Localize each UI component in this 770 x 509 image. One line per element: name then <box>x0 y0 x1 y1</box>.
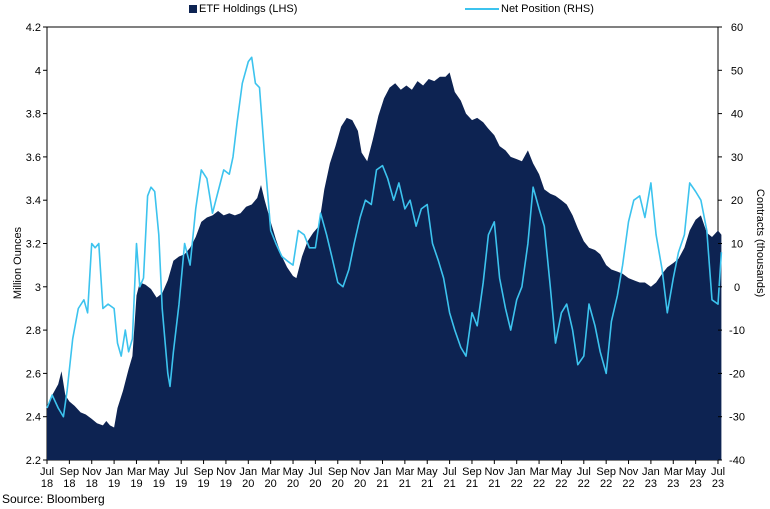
x-axis-tick-label: Jan 20 <box>239 466 257 490</box>
x-axis-tick-label: Sep 21 <box>462 466 482 490</box>
x-axis-tick-label: Jul 21 <box>443 466 457 490</box>
right-axis-tick-label: 60 <box>731 22 743 34</box>
x-axis-tick-label: Nov 22 <box>619 466 639 490</box>
x-axis-tick-label: Jan 23 <box>642 466 660 490</box>
x-axis-tick-label: Nov 19 <box>216 466 236 490</box>
x-axis-tick-label: Mar 21 <box>395 466 414 490</box>
left-axis: 2.2 2.4 2.6 2.8 3 3.2 3.4 3.6 3.8 4 4.2 <box>26 22 47 467</box>
left-axis-tick-label: 3.8 <box>26 109 41 121</box>
x-axis-tick-label: May 22 <box>551 466 572 490</box>
x-axis-tick-label: Jan 19 <box>105 466 123 490</box>
right-axis-tick-label: 10 <box>731 239 743 251</box>
x-axis-tick-label: Sep 19 <box>194 466 214 490</box>
right-axis-tick-label: -40 <box>729 455 745 467</box>
right-axis-tick-label: 20 <box>731 195 743 207</box>
etf-holdings-swatch <box>189 5 197 13</box>
left-axis-tick-label: 4.2 <box>26 22 41 34</box>
source-note: Source: Bloomberg <box>2 492 105 506</box>
right-axis-tick-label: -30 <box>729 412 745 424</box>
x-axis-tick-label: Mar 20 <box>261 466 280 490</box>
left-axis-tick-label: 2.6 <box>26 368 41 380</box>
x-axis-tick-label: Nov 18 <box>82 466 102 490</box>
x-axis-tick-label: Mar 22 <box>530 466 549 490</box>
right-axis-tick-label: -20 <box>729 368 745 380</box>
left-axis-tick-label: 3 <box>35 282 41 294</box>
right-axis-tick-label: 40 <box>731 109 743 121</box>
etf-holdings-area <box>47 72 722 460</box>
x-axis-tick-label: Sep 22 <box>596 466 616 490</box>
left-axis-tick-label: 2.4 <box>26 412 41 424</box>
x-axis-tick-label: Jan 22 <box>508 466 526 490</box>
right-axis-tick-label: 50 <box>731 65 743 77</box>
right-axis-tick-label: -10 <box>729 325 745 337</box>
x-axis-tick-label: Jan 21 <box>374 466 392 490</box>
net-position-line <box>46 56 723 418</box>
x-axis-tick-label: Nov 20 <box>350 466 370 490</box>
x-axis-tick-label: Mar 23 <box>664 466 683 490</box>
x-axis-tick-label: Jul 22 <box>577 466 591 490</box>
x-axis-tick-label: May 23 <box>685 466 706 490</box>
legend-label-net-position: Net Position (RHS) <box>501 3 594 15</box>
x-axis-tick-label: Sep 20 <box>328 466 348 490</box>
x-axis-tick-label: Nov 21 <box>485 466 505 490</box>
right-axis-title: Contracts (thousands) <box>754 188 766 298</box>
x-axis-tick-label: May 21 <box>417 466 438 490</box>
etf-holdings-area-layer <box>47 72 722 460</box>
legend-item-etf-holdings: ETF Holdings (LHS) <box>189 3 297 15</box>
x-axis-tick-label: Sep 18 <box>60 466 80 490</box>
left-axis-tick-label: 4 <box>35 65 41 77</box>
x-axis-tick-label: Jul 18 <box>40 466 54 490</box>
legend-item-net-position: Net Position (RHS) <box>465 3 594 15</box>
net-position-line-layer <box>46 56 723 418</box>
left-axis-tick-label: 3.2 <box>26 239 41 251</box>
x-axis-tick-label: May 19 <box>148 466 169 490</box>
right-axis-tick-label: 0 <box>734 282 740 294</box>
x-axis-tick-label: May 20 <box>283 466 304 490</box>
left-axis-tick-label: 3.6 <box>26 152 41 164</box>
right-axis-tick-label: 30 <box>731 152 743 164</box>
right-axis: -40 -30 -20 -10 0 10 20 30 40 50 60 <box>718 22 745 467</box>
x-axis-tick-label: Jul 19 <box>174 466 188 490</box>
legend-label-etf-holdings: ETF Holdings (LHS) <box>199 3 298 15</box>
left-axis-tick-label: 3.4 <box>26 195 41 207</box>
left-axis-tick-label: 2.2 <box>26 455 41 467</box>
left-axis-tick-label: 2.8 <box>26 325 41 337</box>
x-axis-tick-label: Jul 23 <box>711 466 725 490</box>
left-axis-title: Million Ounces <box>12 226 24 300</box>
x-axis-tick-label: Mar 19 <box>127 466 146 490</box>
x-axis-tick-label: Jul 20 <box>308 466 322 490</box>
net-position-swatch <box>465 8 499 10</box>
